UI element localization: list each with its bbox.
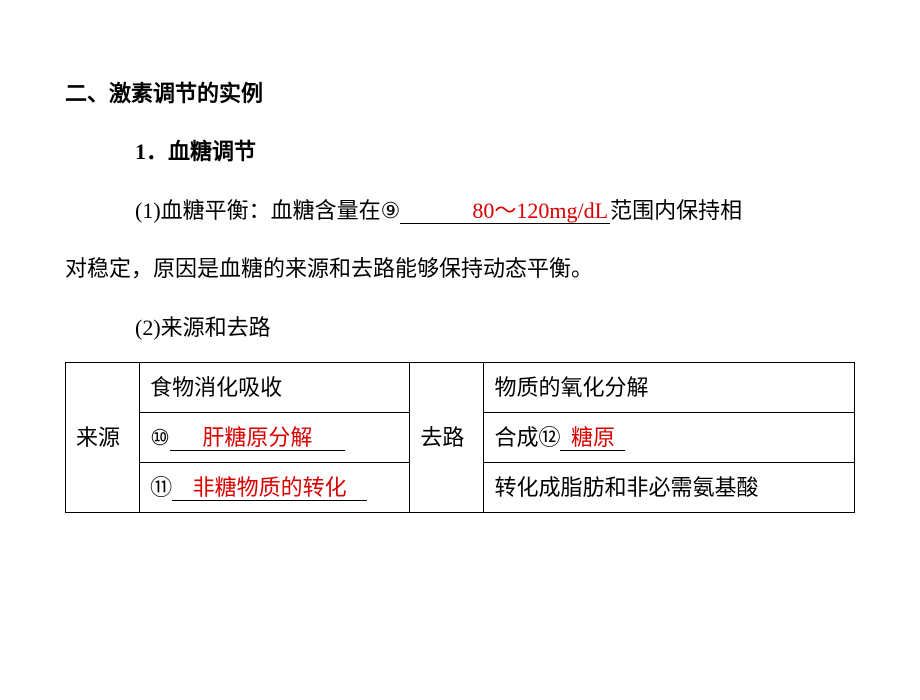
text-p1-b: 范围内保持相 — [610, 198, 742, 223]
marker-9: ⑨ — [381, 198, 401, 223]
blank-10-answer: 肝糖原分解 — [202, 425, 312, 450]
source-dest-table: 来源 食物消化吸收 去路 物质的氧化分解 ⑩ 肝糖原分解 合成⑫ 糖原 ⑪ 非糖物质的… — [65, 362, 855, 513]
paragraph-source-dest: (2)来源和去路 — [65, 304, 855, 352]
text-dst2-a: 合成 — [494, 425, 538, 450]
blank-9-answer: 80～120mg/dL — [472, 198, 608, 223]
blank-12-answer: 糖原 — [571, 425, 615, 450]
paragraph-blood-balance-line1: (1)血糖平衡：血糖含量在⑨ 80～120mg/dL范围内保持相 — [65, 187, 855, 235]
cell-src3: ⑪ 非糖物质的转化 — [140, 462, 410, 512]
cell-source-label: 来源 — [66, 362, 140, 512]
marker-10: ⑩ — [150, 425, 170, 450]
marker-11: ⑪ — [150, 475, 172, 500]
paragraph-blood-balance-line2: 对稳定，原因是血糖的来源和去路能够保持动态平衡。 — [65, 245, 855, 293]
blank-11-answer: 非糖物质的转化 — [193, 475, 347, 500]
subsection-heading: 1．血糖调节 — [135, 128, 855, 176]
cell-dst1: 物质的氧化分解 — [484, 362, 855, 412]
cell-dest-label: 去路 — [410, 362, 484, 512]
table-row: 来源 食物消化吸收 去路 物质的氧化分解 — [66, 362, 855, 412]
cell-dst2: 合成⑫ 糖原 — [484, 412, 855, 462]
section-heading: 二、激素调节的实例 — [65, 70, 855, 118]
cell-src1: 食物消化吸收 — [140, 362, 410, 412]
cell-dst3: 转化成脂肪和非必需氨基酸 — [484, 462, 855, 512]
text-p1-a: (1)血糖平衡：血糖含量在 — [135, 198, 381, 223]
text-p1-c: 对稳定，原因是血糖的来源和去路能够保持动态平衡。 — [65, 256, 593, 281]
marker-12: ⑫ — [538, 425, 560, 450]
cell-src2: ⑩ 肝糖原分解 — [140, 412, 410, 462]
